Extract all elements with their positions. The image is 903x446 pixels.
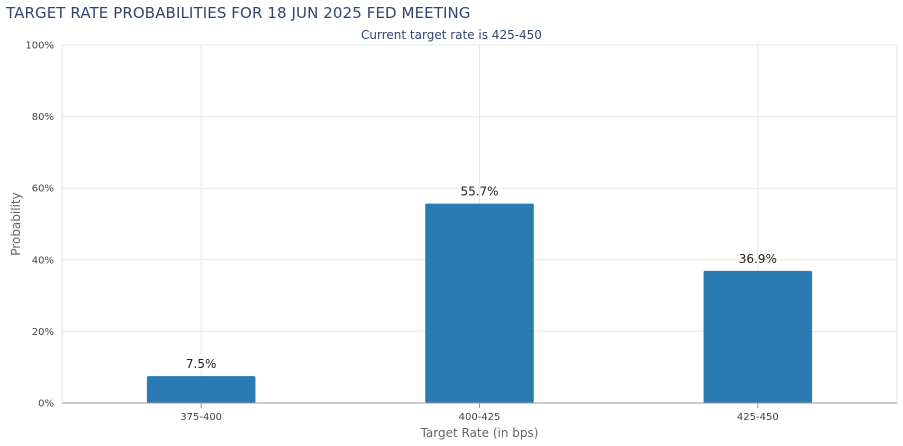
- data-label: 7.5%: [186, 357, 217, 371]
- bar-425-450[interactable]: [703, 270, 813, 403]
- y-tick-label: 40%: [32, 255, 54, 266]
- data-label: 55.7%: [460, 185, 498, 199]
- data-label: 36.9%: [739, 252, 777, 266]
- x-axis-title: Target Rate (in bps): [420, 426, 539, 440]
- x-tick-label: 400-425: [459, 412, 501, 423]
- y-tick-label: 20%: [32, 327, 54, 338]
- y-tick-labels: 0% 20% 40% 60% 80% 100%: [25, 41, 54, 410]
- data-labels: 7.5% 55.7% 36.9%: [186, 185, 777, 372]
- y-axis-title: Probability: [9, 192, 23, 255]
- bar-400-425[interactable]: [425, 203, 534, 403]
- bar-375-400[interactable]: [146, 376, 256, 403]
- y-tick-label: 60%: [32, 184, 54, 195]
- x-tick-labels: 375-400 400-425 425-450: [180, 403, 779, 423]
- y-tick-label: 80%: [32, 112, 54, 123]
- x-tick-label: 375-400: [180, 412, 222, 423]
- y-tick-label: 0%: [38, 399, 54, 410]
- chart-title: TARGET RATE PROBABILITIES FOR 18 JUN 202…: [6, 4, 471, 22]
- x-tick-label: 425-450: [737, 412, 779, 423]
- chart-subtitle: Current target rate is 425-450: [361, 28, 542, 42]
- bars: [146, 203, 813, 403]
- y-tick-label: 100%: [25, 41, 54, 52]
